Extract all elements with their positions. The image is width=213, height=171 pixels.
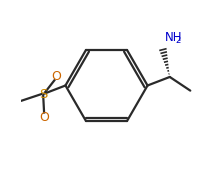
Text: NH: NH	[165, 31, 182, 44]
Text: 2: 2	[176, 36, 181, 45]
Text: O: O	[39, 111, 49, 124]
Text: O: O	[51, 70, 61, 83]
Text: S: S	[39, 88, 47, 101]
